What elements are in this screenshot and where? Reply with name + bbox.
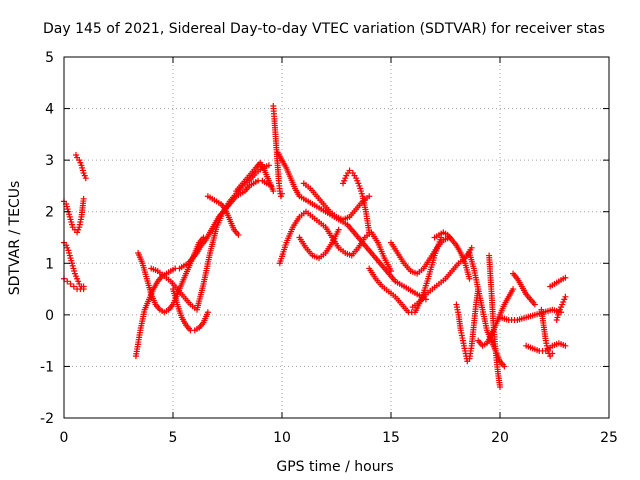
data-point — [366, 193, 373, 200]
x-tick-label: 5 — [169, 430, 178, 446]
data-point — [235, 231, 242, 238]
data-point — [64, 278, 71, 285]
y-tick-label: 5 — [45, 50, 54, 66]
data-point — [562, 274, 569, 281]
data-point — [279, 190, 285, 197]
axis-ticks: 0 5 10 15 20 25 -2 -1 0 1 2 3 4 5 — [40, 50, 618, 446]
data-points — [61, 102, 569, 391]
data-point — [468, 244, 475, 251]
data-point — [466, 275, 473, 282]
y-axis-label: SDTVAR / TECUs — [7, 181, 23, 296]
data-point — [204, 309, 211, 316]
data-point — [82, 175, 89, 182]
data-point — [335, 226, 342, 233]
y-tick-label: 3 — [45, 153, 54, 169]
y-tick-label: 1 — [45, 256, 54, 272]
x-tick-label: 25 — [600, 430, 618, 446]
y-tick-label: -2 — [40, 411, 54, 427]
data-point — [70, 283, 77, 290]
data-point — [388, 268, 394, 275]
x-tick-label: 0 — [60, 430, 69, 446]
data-point — [270, 188, 277, 195]
plot-border — [63, 56, 610, 419]
data-point — [497, 384, 503, 391]
data-point — [531, 301, 538, 308]
y-tick-label: -1 — [40, 359, 54, 375]
data-point — [200, 234, 207, 241]
data-point — [549, 350, 556, 357]
chart-title: Day 145 of 2021, Sidereal Day-to-day VTE… — [43, 21, 605, 37]
data-point — [265, 162, 272, 169]
data-point — [80, 195, 87, 202]
x-tick-label: 20 — [491, 430, 509, 446]
data-point — [562, 342, 569, 349]
x-tick-label: 15 — [382, 430, 400, 446]
data-point — [366, 229, 373, 236]
data-point — [67, 280, 74, 287]
y-tick-label: 4 — [45, 102, 54, 118]
data-point — [510, 286, 517, 293]
grid — [64, 57, 609, 418]
x-axis-label: GPS time / hours — [276, 459, 393, 475]
data-point — [80, 286, 87, 293]
x-tick-label: 10 — [273, 430, 291, 446]
y-tick-label: 2 — [45, 205, 54, 221]
data-point — [501, 363, 508, 370]
data-point — [562, 293, 569, 300]
plot-frame — [63, 56, 610, 419]
data-point — [346, 167, 353, 174]
y-tick-label: 0 — [45, 308, 54, 324]
